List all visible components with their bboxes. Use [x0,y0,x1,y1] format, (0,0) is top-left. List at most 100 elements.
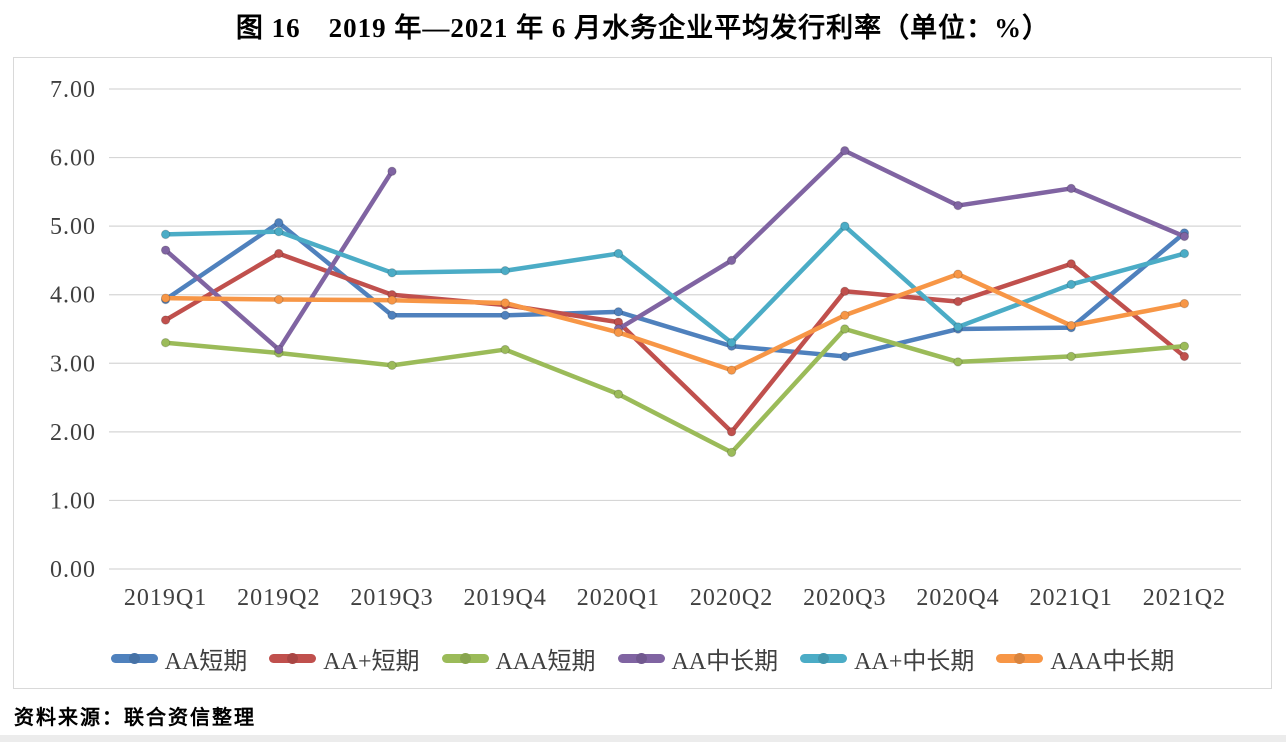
data-point [387,268,397,278]
data-point [160,245,171,255]
data-point [953,269,963,279]
data-point [1066,259,1076,269]
data-point [387,360,397,371]
x-tick-label: 2019Q2 [237,585,320,611]
legend-line-marker [110,653,158,664]
x-tick-label: 2019Q3 [350,585,433,611]
series-line-1 [163,251,1187,435]
data-point [726,338,737,348]
data-point [387,166,397,176]
legend-point-marker [818,653,830,664]
legend-item: AAA中长期 [996,641,1174,676]
data-point [500,298,510,308]
data-point [726,255,737,266]
page-bottom-strip [0,735,1286,742]
data-point [1179,298,1190,309]
legend-line-marker [617,653,665,664]
data-point [613,389,624,399]
y-tick-label: 0.00 [50,557,96,583]
legend-label: AA+中长期 [854,649,975,675]
legend-item: AA短期 [110,641,248,676]
x-tick-label: 2019Q4 [464,585,547,611]
chart-legend: AA短期 AA+短期 AAA短期 AA中长期 AA+中长期 AAA中长期 [14,641,1271,676]
data-point [1179,231,1190,242]
legend-point-marker [287,653,299,664]
data-point [953,200,963,211]
data-point [160,229,171,240]
legend-line-marker [800,653,848,664]
x-tick-label: 2021Q1 [1030,585,1113,611]
data-point [840,324,850,334]
data-point [840,146,850,156]
line-chart-plot: 0.00 1.00 2.00 3.00 4.00 5.00 6.00 7.00 2019Q1 20… [50,77,1241,611]
data-point [953,322,963,332]
data-point [387,310,397,320]
x-tick-label: 2020Q2 [690,585,773,611]
data-point [613,327,624,338]
data-point [1066,183,1076,194]
data-point [274,218,284,228]
legend-point-marker [459,653,471,664]
series-line-2 [163,326,1187,455]
x-tick-label: 2020Q3 [803,585,886,611]
legend-label: AA+短期 [323,649,420,675]
y-tick-label: 4.00 [50,283,96,309]
data-point [500,310,510,320]
series-line-3 [616,148,1187,332]
chart-title: 图 16 2019 年—2021 年 6 月水务企业平均发行利率（单位：%） [235,13,1051,43]
data-point [274,248,284,259]
data-point [160,293,171,303]
data-point [1066,351,1076,362]
data-point [500,344,510,355]
data-point [840,286,850,296]
x-tick-label: 2021Q2 [1143,585,1226,611]
legend-point-marker [635,653,647,664]
y-tick-label: 7.00 [50,77,96,103]
data-point [840,310,850,320]
legend-point-marker [1014,653,1026,664]
data-point [1179,351,1190,362]
data-point [1066,320,1076,331]
legend-item: AA+中长期 [800,641,974,676]
legend-line-marker [996,653,1044,664]
source-note: 资料来源：联合资信整理 [14,707,256,729]
y-tick-label: 5.00 [50,214,96,240]
legend-line-marker [441,653,489,664]
data-point [1066,279,1076,290]
x-tick-label: 2020Q1 [577,585,660,611]
data-point [160,315,171,325]
y-tick-label: 1.00 [50,488,96,514]
x-tick-label: 2020Q4 [916,585,999,611]
y-tick-label: 3.00 [50,351,96,377]
legend-label: AAA短期 [495,649,596,675]
legend-item: AAA短期 [441,641,596,676]
data-point [613,248,624,259]
y-tick-label: 2.00 [50,420,96,446]
legend-label: AA短期 [164,649,248,675]
legend-line-marker [269,653,317,664]
legend-label: AA中长期 [671,649,779,675]
x-tick-label: 2019Q1 [124,585,207,611]
y-tick-label: 6.00 [50,146,96,172]
series-line-0 [163,220,1187,359]
series-line-4 [163,223,1187,345]
data-point [953,296,963,307]
data-point [726,447,737,458]
data-point [840,221,850,231]
legend-item: AA中长期 [617,641,779,676]
data-point [1179,341,1190,351]
legend-item: AA+短期 [269,641,420,676]
data-point [726,365,737,375]
legend-label: AAA中长期 [1050,649,1175,675]
data-point [387,295,397,305]
data-point [1179,248,1190,259]
data-point [160,338,171,348]
data-point [274,226,284,237]
data-point [274,294,284,305]
data-point [500,266,510,276]
chart-frame: 0.00 1.00 2.00 3.00 4.00 5.00 6.00 7.00 2019Q1 20… [13,57,1272,689]
data-point [726,427,737,437]
data-point [274,344,284,355]
series-line-5 [163,271,1187,373]
